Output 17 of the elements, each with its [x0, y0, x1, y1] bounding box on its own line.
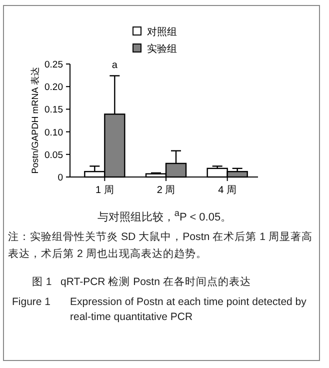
y-tick-label: 0 — [58, 172, 63, 184]
legend-label: 对照组 — [147, 26, 177, 38]
x-tick-label: 4 周 — [218, 185, 237, 196]
x-tick-label: 1 周 — [95, 185, 114, 196]
y-tick-label: 0.15 — [44, 104, 63, 116]
y-tick-label: 0.20 — [44, 82, 63, 94]
text: 图 1 qRT-PCR 检测 Postn 在各时间点的表达 — [32, 275, 252, 290]
y-tick-label: 0.25 — [44, 60, 63, 70]
y-axis-title: Postn/GAPDH mRNA 表达 — [30, 67, 40, 174]
x-tick-label: 2 周 — [156, 185, 176, 196]
text: 与对照组比较，$^{a}$P < 0.05。 — [96, 207, 233, 226]
text: 注：实验组骨性关节炎 SD 大鼠中，Postn 在术后第 1 周显著高表达，术后第 2 周也出现高表达的趋势。 — [8, 230, 314, 262]
text: Figure 1 Expression of Postn at each time point detected by real-time quantitative PCR — [12, 296, 306, 323]
y-tick-label: 0.10 — [44, 127, 63, 138]
legend-label: 实验组 — [147, 43, 177, 55]
y-tick-label: 0.05 — [44, 150, 63, 161]
annotation: a — [112, 60, 118, 71]
